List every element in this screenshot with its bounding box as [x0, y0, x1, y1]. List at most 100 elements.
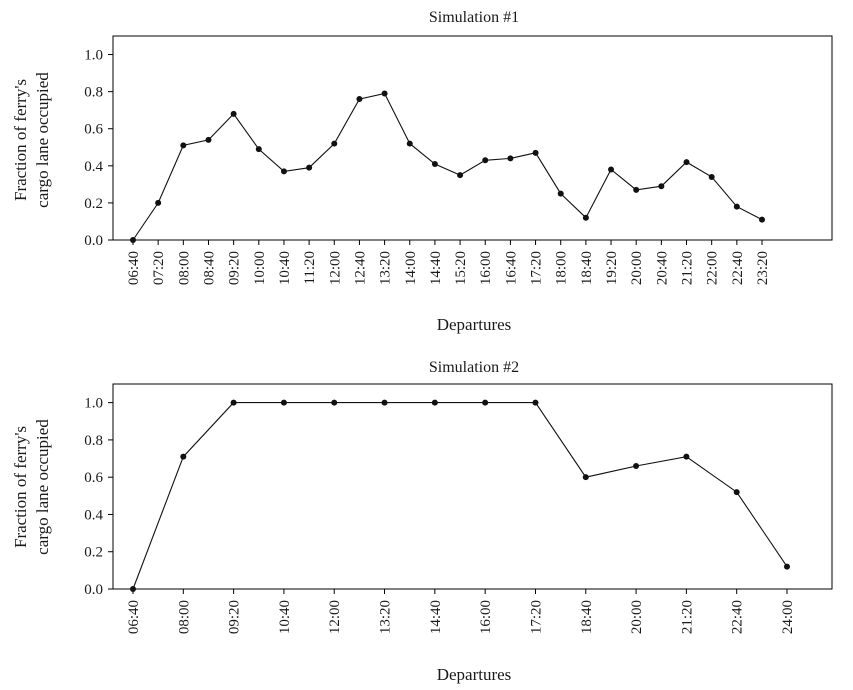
- x-tick-label: 08:00: [176, 251, 192, 285]
- data-point: [230, 110, 237, 117]
- series-line-2: [132, 402, 788, 590]
- data-point: [406, 140, 413, 147]
- x-tick-label: 14:40: [428, 600, 444, 634]
- y-tick-label: 0.0: [84, 582, 103, 598]
- data-point: [582, 214, 589, 221]
- x-tick-label: 17:20: [529, 251, 545, 285]
- y-tick-label: 0.6: [84, 122, 103, 138]
- data-point: [180, 142, 187, 149]
- data-point: [230, 399, 237, 406]
- x-tick-label: 22:00: [705, 251, 721, 285]
- data-point: [255, 146, 262, 153]
- data-point: [457, 172, 464, 179]
- y-tick-label: 1.0: [84, 396, 103, 412]
- data-point: [784, 563, 790, 570]
- data-point: [557, 190, 564, 197]
- data-point: [633, 186, 640, 193]
- x-tick-label: 19:20: [604, 251, 620, 285]
- x-tick-label: 12:00: [327, 600, 343, 634]
- series-line-1: [132, 92, 763, 241]
- x-tick-label: 17:20: [528, 600, 544, 634]
- x-axis-ticks-1: 06:40 07:20 08:00 08:40 09:20 10:00 10:40 11:20…: [126, 240, 771, 285]
- data-point: [431, 399, 438, 406]
- y-tick-label: 1.0: [84, 48, 103, 64]
- data-point: [431, 160, 438, 167]
- x-tick-label: 20:00: [629, 251, 645, 285]
- x-tick-label: 24:00: [780, 600, 796, 634]
- series-points-2: [130, 399, 790, 592]
- x-tick-label: 20:40: [654, 251, 670, 285]
- data-point: [331, 399, 338, 406]
- y-tick-label: 0.4: [84, 507, 103, 523]
- data-point: [381, 399, 388, 406]
- y-axis-label-1-line-2: cargo lane occupied: [33, 72, 52, 208]
- data-point: [633, 463, 640, 469]
- x-tick-label: 10:40: [277, 251, 293, 285]
- x-tick-label: 23:20: [755, 251, 771, 285]
- y-tick-label: 0.0: [84, 233, 103, 249]
- data-point: [532, 149, 539, 156]
- chart-panel-1: Simulation #1 Fraction of ferry's cargo …: [11, 9, 833, 334]
- y-axis-label-1-line-1: Fraction of ferry's: [11, 79, 30, 201]
- y-axis-label-2-line-2: cargo lane occupied: [33, 419, 52, 555]
- x-tick-label: 14:00: [403, 251, 419, 285]
- x-tick-label: 13:20: [378, 251, 394, 285]
- data-point: [683, 159, 690, 166]
- x-tick-label: 10:00: [252, 251, 268, 285]
- x-tick-label: 22:40: [730, 600, 746, 634]
- plot-frame-2: [112, 383, 833, 590]
- data-point: [155, 199, 162, 206]
- data-point: [381, 90, 388, 97]
- data-point: [582, 474, 589, 481]
- x-tick-label: 16:00: [478, 251, 494, 285]
- x-tick-label: 09:20: [227, 251, 243, 285]
- data-point: [331, 140, 338, 147]
- chart-title-2: Simulation #2: [429, 359, 519, 376]
- x-tick-label: 21:20: [679, 600, 695, 634]
- data-point: [356, 96, 363, 103]
- x-tick-label: 18:00: [554, 251, 570, 285]
- data-point: [130, 586, 136, 592]
- x-tick-label: 13:20: [378, 600, 394, 634]
- x-tick-label: 08:40: [201, 251, 217, 285]
- plot-frame-1: [112, 35, 833, 241]
- x-tick-label: 10:40: [277, 600, 293, 634]
- data-point: [482, 399, 489, 406]
- data-point: [683, 453, 690, 460]
- x-tick-label: 11:20: [302, 251, 318, 285]
- y-axis-label-2-line-1: Fraction of ferry's: [11, 426, 30, 548]
- y-axis-ticks-1: 0.0 0.2 0.4 0.6 0.8 1.0: [84, 48, 113, 249]
- data-point: [280, 399, 287, 406]
- x-tick-label: 16:00: [478, 600, 494, 634]
- x-tick-label: 21:20: [680, 251, 696, 285]
- data-point: [658, 183, 665, 190]
- x-axis-label-2: Departures: [437, 665, 512, 684]
- x-tick-label: 08:00: [176, 600, 192, 634]
- data-point: [532, 399, 539, 406]
- data-point: [280, 168, 287, 175]
- x-tick-label: 20:00: [629, 600, 645, 634]
- data-point: [130, 237, 136, 243]
- y-tick-label: 0.6: [84, 470, 103, 486]
- y-tick-label: 0.2: [84, 545, 103, 561]
- y-tick-label: 0.8: [84, 433, 103, 449]
- data-point: [759, 216, 765, 223]
- x-tick-label: 06:40: [126, 251, 142, 285]
- data-point: [608, 166, 615, 173]
- series-points-1: [130, 90, 765, 243]
- data-point: [180, 453, 187, 460]
- data-point: [205, 136, 212, 143]
- data-point: [733, 489, 740, 496]
- data-point: [507, 155, 514, 162]
- x-tick-label: 07:20: [151, 251, 167, 285]
- x-tick-label: 12:00: [327, 251, 343, 285]
- x-tick-label: 14:40: [428, 251, 444, 285]
- x-axis-label-1: Departures: [437, 315, 512, 334]
- data-point: [733, 203, 740, 210]
- x-tick-label: 09:20: [227, 600, 243, 634]
- data-point: [708, 173, 715, 180]
- data-point: [482, 157, 489, 164]
- x-tick-label: 12:40: [352, 251, 368, 285]
- y-tick-label: 0.2: [84, 196, 103, 212]
